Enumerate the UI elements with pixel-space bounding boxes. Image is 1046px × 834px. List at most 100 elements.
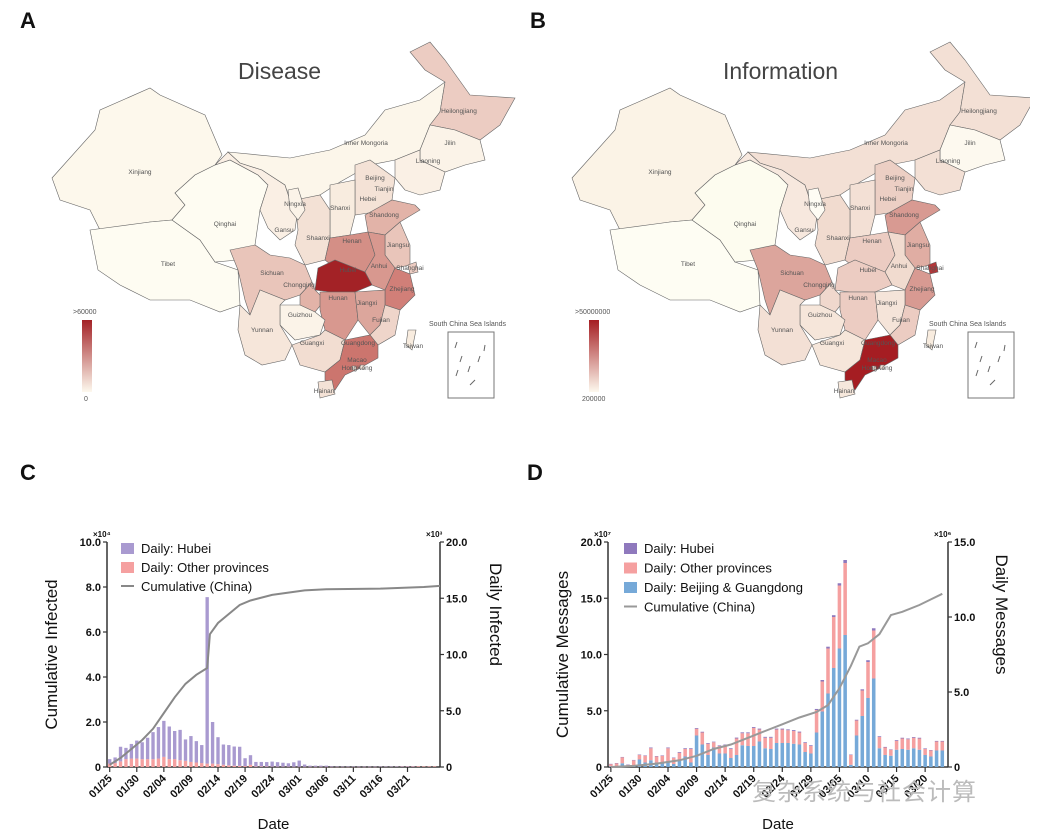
province-label: Heilongjiang [961,108,997,115]
province-label: Yunnan [251,327,273,334]
bar-daily-beijing-guangdong [700,744,705,767]
bar-daily-hubei [826,646,830,649]
bar-daily-other-provinces [248,764,253,767]
province-label: Shandong [369,212,399,219]
bar-daily-hubei [140,742,144,760]
legend-label: Daily: Beijing & Guangdong [644,580,803,595]
bar-daily-beijing-guangdong [717,753,722,767]
bar-daily-other-provinces [427,766,431,767]
bar-daily-hubei [940,740,945,742]
bar-daily-beijing-guangdong [711,747,716,767]
bar-daily-hubei [156,727,161,759]
bar-daily-beijing-guangdong [837,648,842,767]
bar-daily-other-provinces [889,749,893,756]
south-china-sea-inset [967,331,1015,399]
nine-dash-segment [989,379,996,386]
province-label: Chongqing [283,282,315,289]
disease-scale-max-label: >60000 [73,309,97,316]
bar-daily-beijing-guangdong [689,762,693,767]
bar-daily-other-provinces [243,766,247,767]
province-label: Guangdong [341,340,375,347]
bar-daily-beijing-guangdong [843,635,847,767]
bar-daily-beijing-guangdong [911,748,916,767]
bar-daily-other-provinces [729,749,733,758]
bar-daily-hubei [877,736,882,737]
bar-daily-other-provinces [113,763,117,767]
province-macao [871,365,877,371]
bar-daily-other-provinces [683,749,687,757]
province-label: Gansu [274,227,294,234]
bar-daily-other-provinces [614,763,619,767]
bar-daily-hubei [689,748,693,749]
bar-daily-other-provinces [649,748,653,761]
bar-daily-hubei [711,741,716,743]
bar-daily-beijing-guangdong [620,763,625,767]
bar-daily-other-provinces [178,760,182,767]
bar-daily-other-provinces [774,729,779,743]
bar-daily-hubei [135,740,139,759]
bar-daily-other-provinces [831,617,836,668]
bar-daily-hubei [723,744,727,746]
province-yunnan [237,289,293,366]
province-shanghai [407,261,419,275]
province-label: Macao [867,357,887,364]
province-label: Shanxi [850,205,870,212]
nine-dash-segment [1003,344,1006,352]
bar-daily-beijing-guangdong [860,716,865,767]
bar-daily-other-provinces [746,733,750,746]
date-tick-label: 01/25 [588,773,616,801]
bar-daily-hubei [706,743,710,744]
bar-daily-other-provinces [205,763,209,767]
bar-daily-other-provinces [689,749,693,763]
province-label: Jilin [964,140,976,147]
bar-daily-other-provinces [422,766,426,767]
province-label: Hubei [340,267,357,274]
date-tick-label: 01/25 [87,773,115,801]
nine-dash-segment [483,344,486,352]
province-taiwan [925,329,937,351]
bar-daily-hubei [803,742,807,743]
province-label: Inner Mongoria [864,140,908,147]
province-label: Beijing [885,175,905,182]
bar-daily-other-provinces [763,737,767,749]
nine-dash-segment [987,365,991,373]
legend-label: Daily: Hubei [141,541,211,556]
bar-daily-hubei [649,747,653,749]
bar-daily-other-provinces [145,759,150,767]
right-tick-label: 0 [446,762,452,774]
bar-daily-other-provinces [723,745,727,754]
bar-daily-hubei [786,729,790,731]
bar-daily-other-provinces [837,585,842,649]
bar-daily-beijing-guangdong [866,698,870,767]
bar-daily-other-provinces [711,742,716,748]
left-tick-label: 15.0 [581,593,602,605]
date-tick-label: 03/16 [358,773,386,801]
bar-daily-hubei [820,680,825,682]
bar-daily-other-provinces [791,731,796,744]
panel-letter-c: C [20,460,36,485]
panel-letter-d: D [527,460,543,485]
province-taiwan [405,329,417,351]
bar-daily-hubei [774,728,779,730]
bar-daily-other-provinces [411,766,415,767]
date-tick-label: 02/09 [168,773,196,801]
province-label: Tianjin [375,186,394,193]
bar-daily-hubei [248,755,253,765]
bar-daily-other-provinces [854,720,859,736]
bar-daily-beijing-guangdong [683,756,687,767]
date-tick-label: 03/01 [276,773,304,801]
left-tick-label: 8.0 [86,582,101,594]
province-label: HongKong [342,365,373,372]
information-map: Xinjiang Tibet Qinghai Gansu Inner Mongoria H… [571,41,1030,399]
bar-daily-other-provinces [200,763,204,767]
bar-daily-hubei [145,737,150,760]
province-label: Ningxia [804,201,826,208]
bar-daily-hubei [814,708,819,710]
date-tick-label: 02/04 [141,772,170,801]
bar-daily-other-provinces [694,728,699,736]
bar-daily-other-provinces [173,759,177,767]
bar-daily-other-provinces [917,738,922,750]
bar-daily-beijing-guangdong [609,766,613,767]
bar-daily-beijing-guangdong [723,753,727,767]
province-label: Fujian [372,317,390,324]
